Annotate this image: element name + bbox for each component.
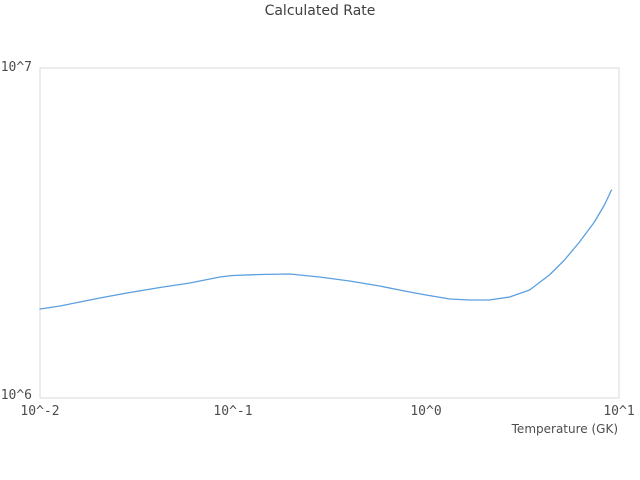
x-tick-1e-2: 10^-2 bbox=[20, 404, 60, 419]
y-tick-1e6: 10^6 bbox=[0, 388, 32, 403]
rate-line-series bbox=[39, 189, 613, 310]
x-tick-1e-1: 10^-1 bbox=[213, 404, 253, 419]
chart-title: Calculated Rate bbox=[264, 3, 376, 19]
x-tick-1e0: 10^0 bbox=[410, 404, 442, 419]
x-tick-1e1: 10^1 bbox=[603, 404, 635, 419]
y-tick-1e7: 10^7 bbox=[0, 60, 32, 75]
x-axis-label: Temperature (GK) bbox=[511, 422, 618, 436]
plot-border bbox=[39, 67, 620, 399]
